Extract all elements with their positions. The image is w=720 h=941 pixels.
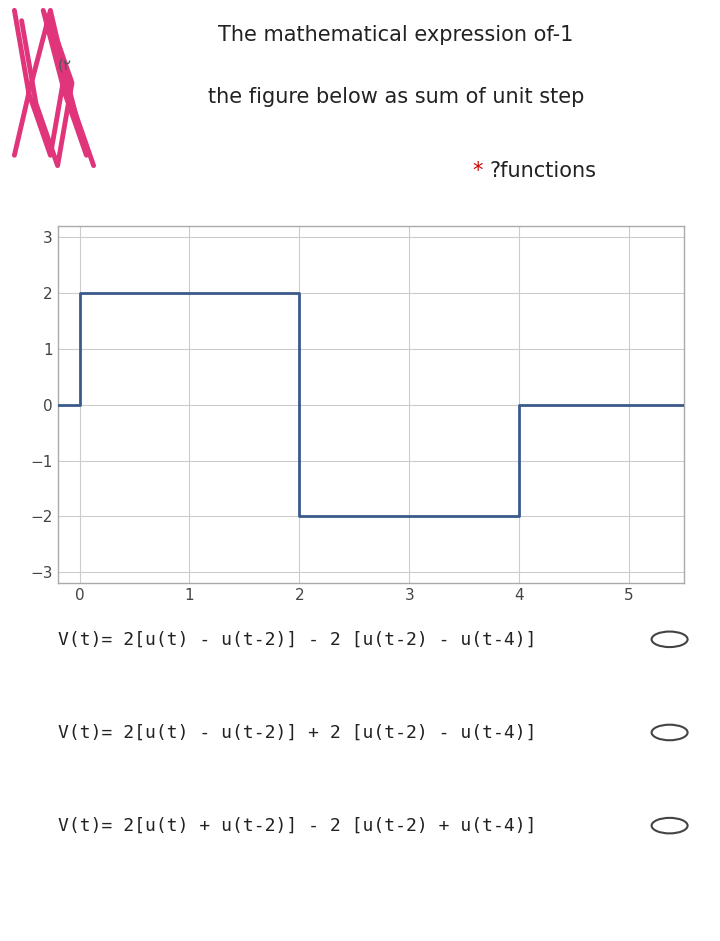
Text: V(t)= 2[u(t) - u(t-2)] + 2 [u(t-2) - u(t-4)]: V(t)= 2[u(t) - u(t-2)] + 2 [u(t-2) - u(t… — [58, 724, 536, 742]
Text: V(t)= 2[u(t) + u(t-2)] - 2 [u(t-2) + u(t-4)]: V(t)= 2[u(t) + u(t-2)] - 2 [u(t-2) + u(t… — [58, 817, 536, 835]
Text: V(t)= 2[u(t) - u(t-2)] - 2 [u(t-2) - u(t-4)]: V(t)= 2[u(t) - u(t-2)] - 2 [u(t-2) - u(t… — [58, 630, 536, 648]
Text: *: * — [472, 162, 490, 182]
Text: (٢: (٢ — [58, 58, 71, 73]
Text: ?functions: ?functions — [490, 162, 597, 182]
Text: the figure below as sum of unit step: the figure below as sum of unit step — [208, 87, 584, 107]
Text: The mathematical expression of-1: The mathematical expression of-1 — [218, 24, 574, 45]
